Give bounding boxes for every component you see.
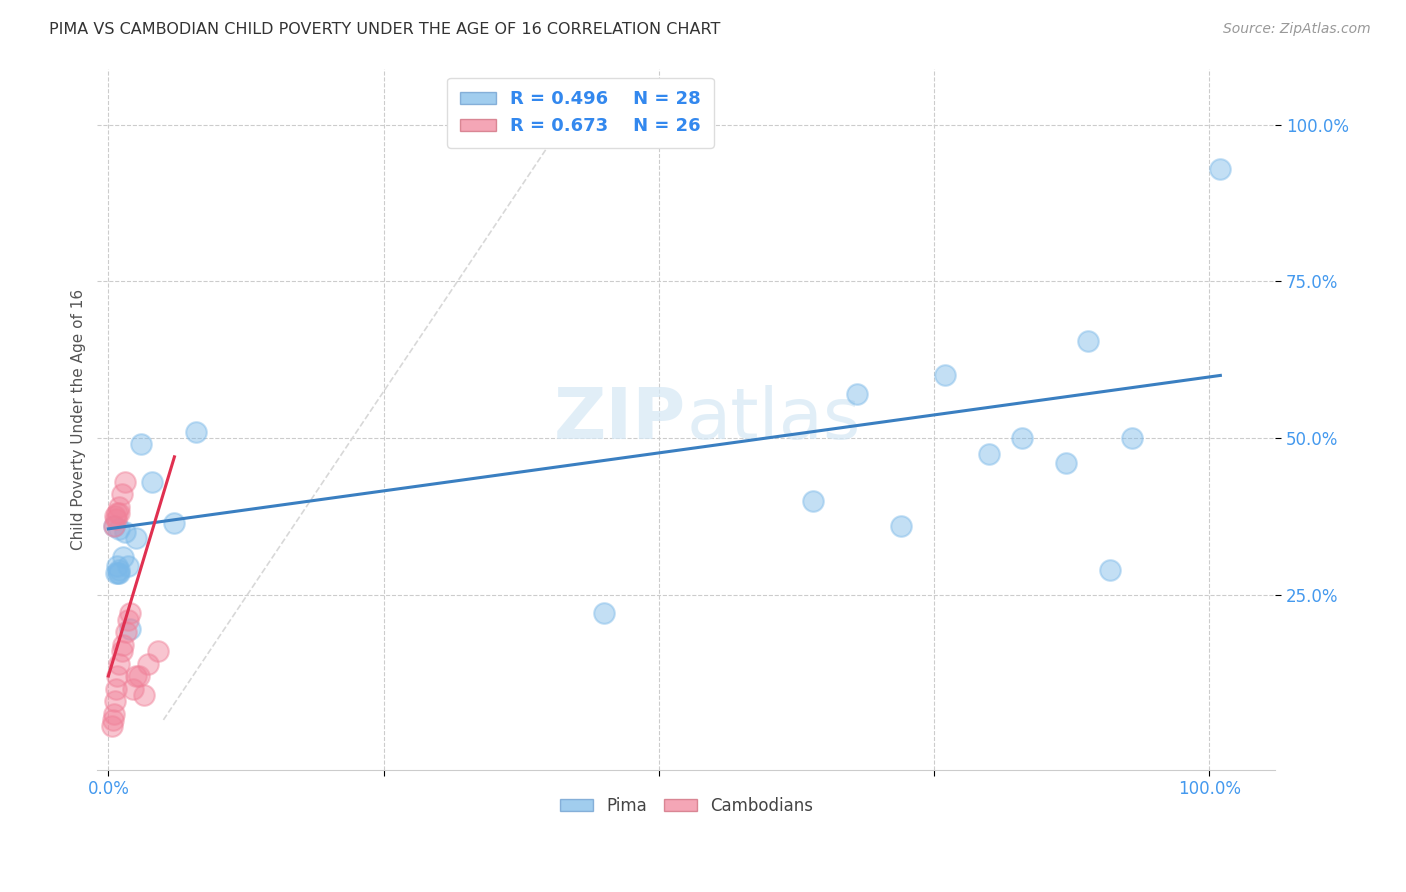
Point: [105, 566, 128, 580]
Point: [115, 625, 138, 640]
Point: [592, 607, 614, 621]
Point: [108, 657, 131, 671]
Point: [120, 607, 142, 621]
Point: [103, 518, 125, 533]
Point: [801, 493, 824, 508]
Point: [186, 425, 208, 439]
Point: [125, 531, 148, 545]
Point: [108, 506, 131, 520]
Point: [105, 512, 128, 526]
Point: [105, 506, 128, 520]
Point: [121, 681, 143, 696]
Point: [110, 644, 132, 658]
Point: [108, 566, 131, 580]
Point: [103, 706, 125, 721]
Point: [890, 518, 912, 533]
Point: [1011, 431, 1033, 445]
Point: [146, 644, 169, 658]
Point: [979, 447, 1001, 461]
Point: [934, 368, 956, 383]
Point: [117, 559, 139, 574]
Point: [1209, 161, 1232, 176]
Text: atlas: atlas: [686, 384, 860, 454]
Point: [128, 669, 150, 683]
Point: [1077, 334, 1099, 348]
Point: [1054, 456, 1077, 470]
Point: [101, 713, 124, 727]
Point: [120, 622, 142, 636]
Point: [846, 387, 869, 401]
Point: [108, 500, 131, 514]
Point: [117, 613, 139, 627]
Point: [104, 694, 127, 708]
Point: [100, 719, 122, 733]
Point: [111, 638, 134, 652]
Point: [1099, 563, 1122, 577]
Point: [105, 681, 128, 696]
Legend: Pima, Cambodians: Pima, Cambodians: [550, 787, 824, 825]
Point: [114, 475, 136, 489]
Point: [103, 518, 125, 533]
Point: [132, 688, 155, 702]
Point: [105, 559, 128, 574]
Point: [108, 563, 131, 577]
Point: [136, 657, 159, 671]
Point: [107, 566, 129, 580]
Text: PIMA VS CAMBODIAN CHILD POVERTY UNDER THE AGE OF 16 CORRELATION CHART: PIMA VS CAMBODIAN CHILD POVERTY UNDER TH…: [49, 22, 721, 37]
Point: [108, 522, 131, 536]
Text: Source: ZipAtlas.com: Source: ZipAtlas.com: [1223, 22, 1371, 37]
Point: [125, 669, 148, 683]
Point: [105, 669, 128, 683]
Point: [111, 549, 134, 564]
Point: [131, 437, 153, 451]
Y-axis label: Child Poverty Under the Age of 16: Child Poverty Under the Age of 16: [72, 289, 86, 549]
Point: [114, 524, 136, 539]
Point: [1121, 431, 1143, 445]
Point: [141, 475, 163, 489]
Point: [110, 487, 132, 501]
Point: [163, 516, 186, 530]
Text: ZIP: ZIP: [554, 384, 686, 454]
Point: [104, 509, 127, 524]
